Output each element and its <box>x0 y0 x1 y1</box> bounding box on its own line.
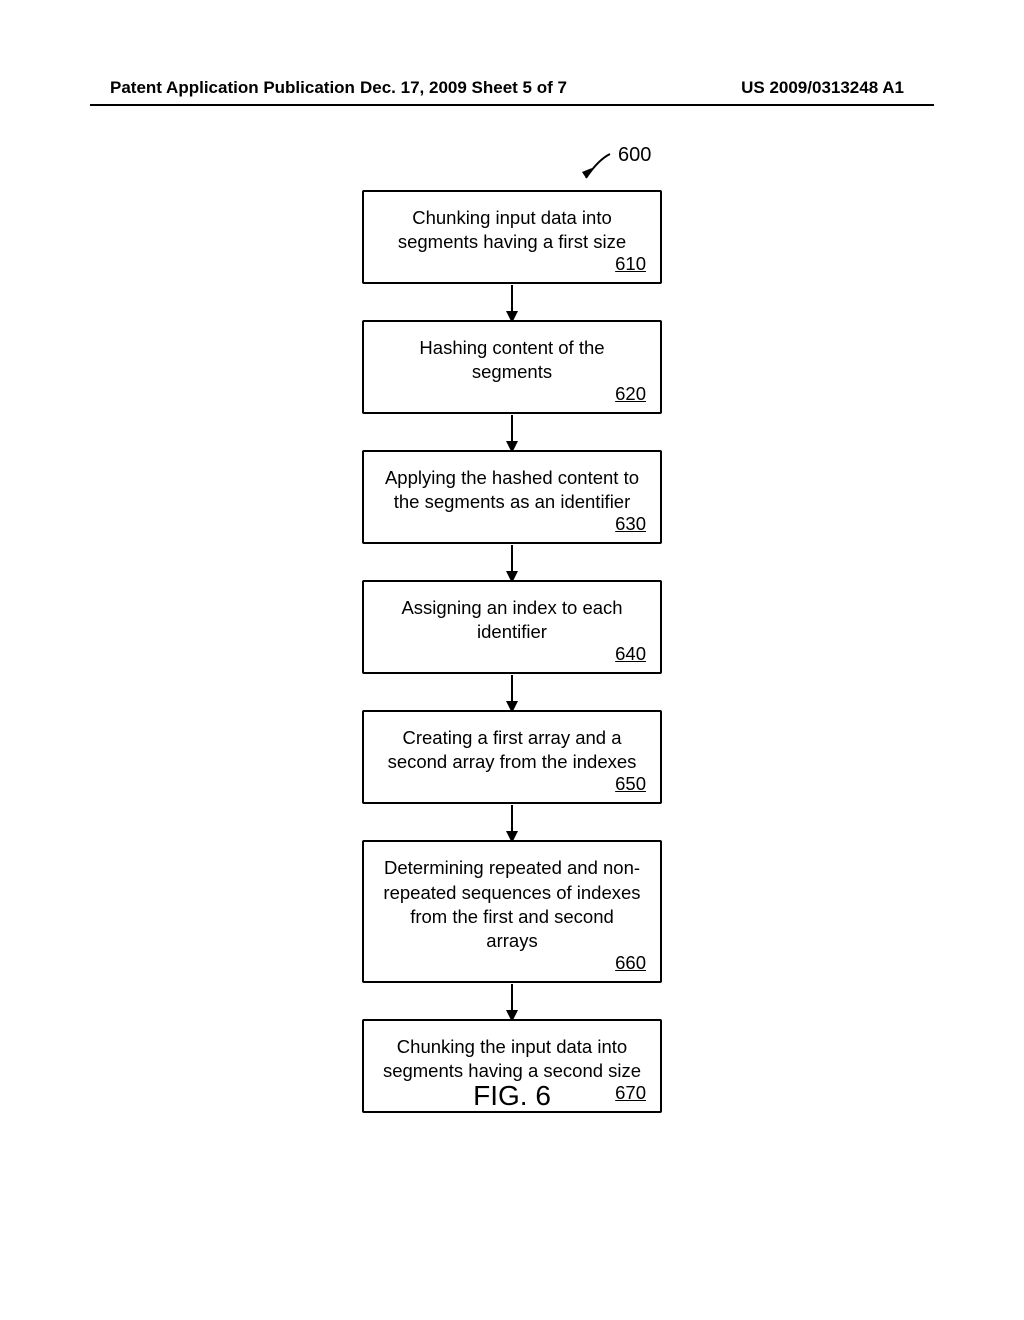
page-header: Patent Application Publication Dec. 17, … <box>0 78 1024 98</box>
step-number: 660 <box>615 951 646 975</box>
header-right: US 2009/0313248 A1 <box>741 78 904 98</box>
step-text: Chunking the input data into segments ha… <box>382 1035 642 1083</box>
arrow-down-icon <box>511 545 513 579</box>
header-rule <box>90 104 934 106</box>
reference-number: 600 <box>618 144 651 167</box>
flow-step: Determining repeated and non-repeated se… <box>362 840 662 982</box>
step-text: Determining repeated and non-repeated se… <box>382 856 642 952</box>
arrow-down-icon <box>511 984 513 1018</box>
header-mid: Dec. 17, 2009 Sheet 5 of 7 <box>360 78 567 98</box>
flow-step: Hashing content of the segments 620 <box>362 320 662 414</box>
flow-step: Assigning an index to each identifier 64… <box>362 580 662 674</box>
arrow-down-icon <box>511 805 513 839</box>
step-number: 650 <box>615 772 646 796</box>
reference-arrow-icon <box>580 150 620 186</box>
flow-step: Chunking input data into segments having… <box>362 190 662 284</box>
figure-caption: FIG. 6 <box>0 1080 1024 1112</box>
step-number: 630 <box>615 512 646 536</box>
step-text: Creating a first array and a second arra… <box>382 726 642 774</box>
step-number: 620 <box>615 382 646 406</box>
step-text: Assigning an index to each identifier <box>382 596 642 644</box>
flowchart: Chunking input data into segments having… <box>362 190 662 1113</box>
flow-step: Creating a first array and a second arra… <box>362 710 662 804</box>
header-left: Patent Application Publication <box>110 78 355 98</box>
step-text: Chunking input data into segments having… <box>382 206 642 254</box>
step-number: 640 <box>615 642 646 666</box>
step-text: Applying the hashed content to the segme… <box>382 466 642 514</box>
arrow-down-icon <box>511 675 513 709</box>
step-text: Hashing content of the segments <box>382 336 642 384</box>
step-number: 610 <box>615 252 646 276</box>
flow-step: Applying the hashed content to the segme… <box>362 450 662 544</box>
arrow-down-icon <box>511 415 513 449</box>
arrow-down-icon <box>511 285 513 319</box>
